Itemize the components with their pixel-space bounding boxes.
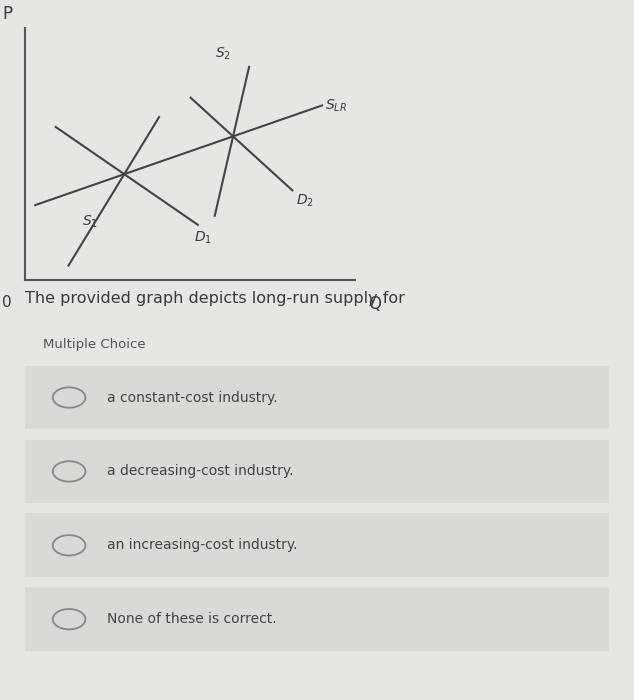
FancyBboxPatch shape (25, 514, 609, 577)
Text: Q: Q (368, 295, 381, 313)
FancyBboxPatch shape (25, 365, 609, 429)
Text: $D_1$: $D_1$ (195, 230, 212, 246)
Text: None of these is correct.: None of these is correct. (107, 612, 276, 626)
Text: P: P (3, 5, 13, 23)
Text: $D_2$: $D_2$ (295, 193, 314, 209)
Text: $S_1$: $S_1$ (82, 214, 98, 230)
Text: 0: 0 (3, 295, 12, 310)
FancyBboxPatch shape (25, 440, 609, 503)
Text: a constant-cost industry.: a constant-cost industry. (107, 391, 278, 405)
Text: $S_2$: $S_2$ (215, 46, 231, 62)
FancyBboxPatch shape (25, 587, 609, 651)
Text: Multiple Choice: Multiple Choice (43, 338, 145, 351)
Text: $S_{LR}$: $S_{LR}$ (325, 97, 347, 113)
Text: an increasing-cost industry.: an increasing-cost industry. (107, 538, 297, 552)
Text: a decreasing-cost industry.: a decreasing-cost industry. (107, 464, 294, 478)
Text: The provided graph depicts long-run supply for: The provided graph depicts long-run supp… (25, 290, 405, 305)
